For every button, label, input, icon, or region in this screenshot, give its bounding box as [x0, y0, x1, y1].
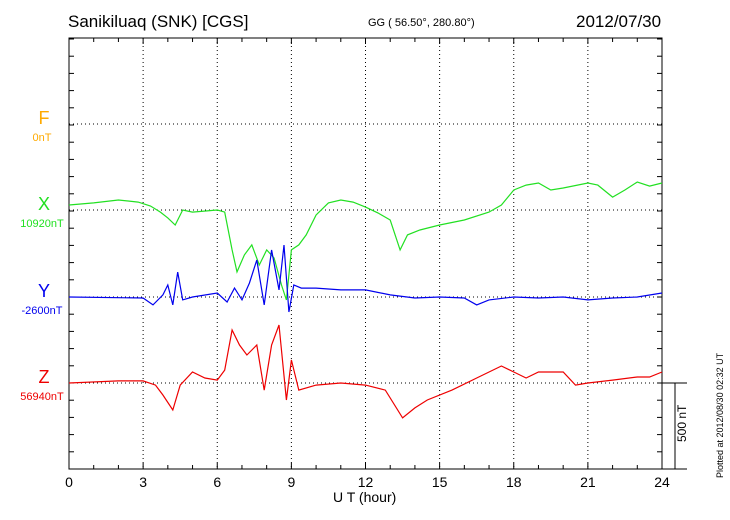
x-axis-label: U T (hour)	[333, 489, 397, 505]
coordinates: GG ( 56.50°, 280.80°)	[368, 17, 475, 29]
series-baseline-y: -2600nT	[22, 305, 63, 317]
series-line-y	[68, 245, 663, 313]
series-line-z	[68, 324, 663, 419]
x-tick-label: 9	[287, 474, 295, 490]
x-tick-label: 21	[580, 474, 596, 490]
x-tick-label: 3	[139, 474, 147, 490]
series-baseline-f: 0nT	[33, 132, 52, 144]
x-tick-label: 18	[506, 474, 522, 490]
series-name-x: X	[38, 194, 50, 214]
series-baseline-z: 56940nT	[20, 391, 64, 403]
series-name-z: Z	[39, 367, 50, 387]
x-tick-label: 12	[358, 474, 374, 490]
station-title: Sanikiluaq (SNK) [CGS]	[68, 12, 249, 31]
series-line-x	[68, 181, 663, 301]
series-name-y: Y	[38, 281, 50, 301]
x-tick-label: 15	[432, 474, 448, 490]
date: 2012/07/30	[576, 12, 662, 31]
x-tick-label: 6	[213, 474, 221, 490]
series-baseline-x: 10920nT	[20, 218, 64, 230]
x-tick-label: 0	[65, 474, 73, 490]
series-name-f: F	[39, 108, 50, 128]
x-tick-label: 24	[654, 474, 670, 490]
